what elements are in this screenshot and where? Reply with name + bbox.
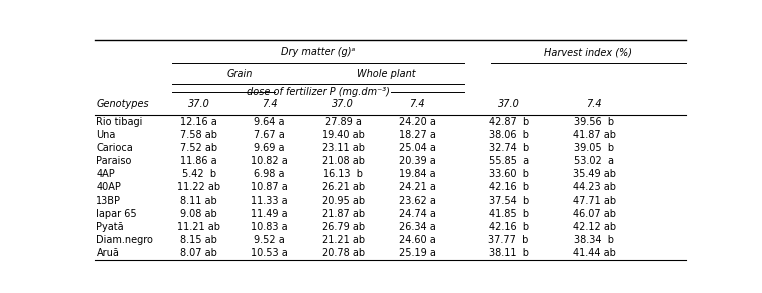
Text: 32.74  b: 32.74 b — [488, 143, 529, 153]
Text: 23.62 a: 23.62 a — [399, 195, 436, 206]
Text: 24.21 a: 24.21 a — [399, 183, 436, 193]
Text: 40AP: 40AP — [97, 183, 121, 193]
Text: Rio tibagi: Rio tibagi — [97, 117, 142, 127]
Text: 55.85  a: 55.85 a — [488, 156, 529, 166]
Text: 39.56  b: 39.56 b — [575, 117, 614, 127]
Text: 37.77  b: 37.77 b — [488, 235, 529, 245]
Text: 10.87 a: 10.87 a — [251, 183, 288, 193]
Text: 8.07 ab: 8.07 ab — [180, 248, 217, 258]
Text: Carioca: Carioca — [97, 143, 133, 153]
Text: Genotypes: Genotypes — [97, 99, 149, 109]
Text: Dry matter (g)ᵃ: Dry matter (g)ᵃ — [281, 47, 355, 57]
Text: 20.95 ab: 20.95 ab — [322, 195, 365, 206]
Text: 20.78 ab: 20.78 ab — [322, 248, 365, 258]
Text: 16.13  b: 16.13 b — [323, 169, 363, 179]
Text: Whole plant: Whole plant — [357, 69, 415, 79]
Text: 41.85  b: 41.85 b — [488, 209, 529, 219]
Text: 11.33 a: 11.33 a — [251, 195, 288, 206]
Text: Pyatã: Pyatã — [97, 222, 124, 232]
Text: 19.40 ab: 19.40 ab — [322, 130, 365, 140]
Text: 7.67 a: 7.67 a — [254, 130, 285, 140]
Text: 18.27 a: 18.27 a — [399, 130, 436, 140]
Text: 7.52 ab: 7.52 ab — [180, 143, 217, 153]
Text: 37.0: 37.0 — [498, 99, 520, 109]
Text: 7.4: 7.4 — [261, 99, 277, 109]
Text: 23.11 ab: 23.11 ab — [322, 143, 365, 153]
Text: 38.11  b: 38.11 b — [488, 248, 529, 258]
Text: 10.53 a: 10.53 a — [251, 248, 288, 258]
Text: 35.49 ab: 35.49 ab — [573, 169, 616, 179]
Text: 39.05  b: 39.05 b — [575, 143, 614, 153]
Text: 41.87 ab: 41.87 ab — [573, 130, 616, 140]
Text: 8.15 ab: 8.15 ab — [180, 235, 217, 245]
Text: 11.86 a: 11.86 a — [181, 156, 217, 166]
Text: 12.16 a: 12.16 a — [181, 117, 217, 127]
Text: 21.08 ab: 21.08 ab — [322, 156, 365, 166]
Text: 20.39 a: 20.39 a — [399, 156, 435, 166]
Text: 4AP: 4AP — [97, 169, 115, 179]
Text: 26.21 ab: 26.21 ab — [322, 183, 365, 193]
Text: Harvest index (%): Harvest index (%) — [544, 47, 632, 57]
Text: 7.58 ab: 7.58 ab — [180, 130, 217, 140]
Text: 42.16  b: 42.16 b — [488, 222, 529, 232]
Text: 10.83 a: 10.83 a — [251, 222, 288, 232]
Text: 11.49 a: 11.49 a — [251, 209, 288, 219]
Text: 21.87 ab: 21.87 ab — [322, 209, 365, 219]
Text: 25.04 a: 25.04 a — [399, 143, 436, 153]
Text: 42.16  b: 42.16 b — [488, 183, 529, 193]
Text: 37.0: 37.0 — [332, 99, 354, 109]
Text: 9.52 a: 9.52 a — [254, 235, 285, 245]
Text: 24.20 a: 24.20 a — [399, 117, 436, 127]
Text: 6.98 a: 6.98 a — [255, 169, 285, 179]
Text: 21.21 ab: 21.21 ab — [322, 235, 365, 245]
Text: 53.02  a: 53.02 a — [575, 156, 614, 166]
Text: 7.4: 7.4 — [587, 99, 602, 109]
Text: 10.82 a: 10.82 a — [251, 156, 288, 166]
Text: 9.64 a: 9.64 a — [255, 117, 285, 127]
Text: 11.21 ab: 11.21 ab — [177, 222, 220, 232]
Text: Grain: Grain — [227, 69, 253, 79]
Text: Una: Una — [97, 130, 116, 140]
Text: 26.79 ab: 26.79 ab — [322, 222, 365, 232]
Text: 33.60  b: 33.60 b — [488, 169, 529, 179]
Text: 26.34 a: 26.34 a — [399, 222, 435, 232]
Text: 37.54  b: 37.54 b — [488, 195, 529, 206]
Text: 7.4: 7.4 — [409, 99, 425, 109]
Text: Aruã: Aruã — [97, 248, 120, 258]
Text: 46.07 ab: 46.07 ab — [573, 209, 616, 219]
Text: 42.87  b: 42.87 b — [488, 117, 529, 127]
Text: 13BP: 13BP — [97, 195, 121, 206]
Text: 9.08 ab: 9.08 ab — [181, 209, 217, 219]
Text: 42.12 ab: 42.12 ab — [573, 222, 616, 232]
Text: 24.74 a: 24.74 a — [399, 209, 436, 219]
Text: 47.71 ab: 47.71 ab — [573, 195, 616, 206]
Text: 24.60 a: 24.60 a — [399, 235, 435, 245]
Text: 37.0: 37.0 — [187, 99, 210, 109]
Text: 25.19 a: 25.19 a — [399, 248, 436, 258]
Text: 38.34  b: 38.34 b — [575, 235, 614, 245]
Text: Diam.negro: Diam.negro — [97, 235, 153, 245]
Text: 19.84 a: 19.84 a — [399, 169, 435, 179]
Text: 9.69 a: 9.69 a — [255, 143, 285, 153]
Text: 38.06  b: 38.06 b — [488, 130, 529, 140]
Text: 5.42  b: 5.42 b — [181, 169, 216, 179]
Text: Paraiso: Paraiso — [97, 156, 132, 166]
Text: 11.22 ab: 11.22 ab — [177, 183, 220, 193]
Text: 8.11 ab: 8.11 ab — [181, 195, 217, 206]
Text: Iapar 65: Iapar 65 — [97, 209, 137, 219]
Text: 27.89 a: 27.89 a — [325, 117, 362, 127]
Text: 44.23 ab: 44.23 ab — [573, 183, 616, 193]
Text: dose of fertilizer P (mg.dm⁻³): dose of fertilizer P (mg.dm⁻³) — [247, 86, 389, 97]
Text: 41.44 ab: 41.44 ab — [573, 248, 616, 258]
